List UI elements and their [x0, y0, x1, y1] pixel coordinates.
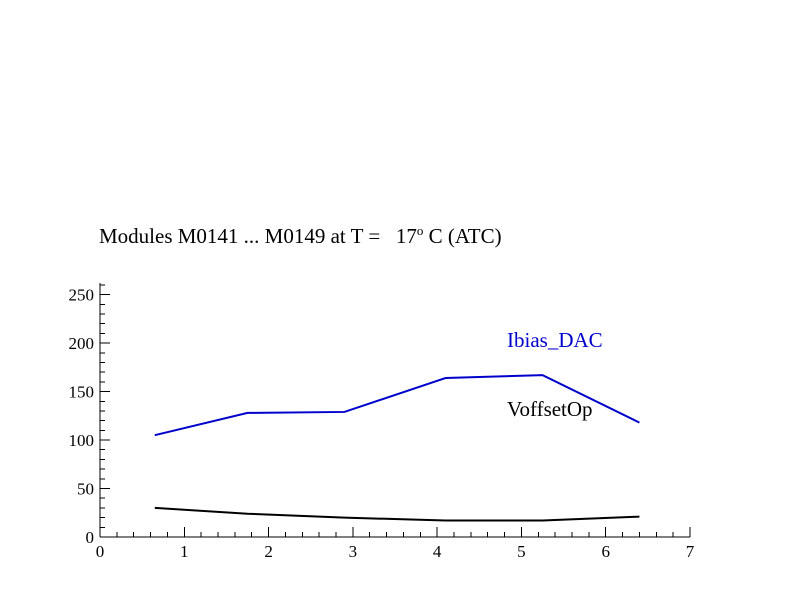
- series-line-ibias_dac: [154, 374, 640, 437]
- x-tick-label: 0: [96, 542, 105, 561]
- legend: Ibias_DAC VoffsetOp: [507, 283, 603, 467]
- chart-title-main: Modules M0141 ... M0149 at T = 17: [99, 224, 417, 248]
- x-tick-label: 4: [433, 542, 442, 561]
- y-tick-label: 0: [86, 528, 95, 547]
- y-tick-label: 50: [77, 480, 94, 499]
- y-tick-label: 100: [69, 431, 95, 450]
- series-line-voffsetop: [154, 506, 640, 522]
- x-tick-label: 1: [180, 542, 189, 561]
- x-tick-label: 5: [517, 542, 526, 561]
- y-tick-label: 250: [69, 286, 95, 305]
- legend-item-ibias-dac: Ibias_DAC: [507, 328, 603, 352]
- x-tick-label: 6: [601, 542, 610, 561]
- x-tick-label: 3: [349, 542, 358, 561]
- x-tick-label: 2: [264, 542, 273, 561]
- chart-title-superscript: o: [416, 223, 424, 238]
- x-tick-label: 7: [686, 542, 695, 561]
- y-tick-label: 200: [69, 334, 95, 353]
- y-tick-label: 150: [69, 383, 95, 402]
- chart-title-suffix: C (ATC): [423, 224, 502, 248]
- legend-item-voffsetop: VoffsetOp: [507, 397, 593, 421]
- chart-title: Modules M0141 ... M0149 at T = 17o C (AT…: [99, 223, 502, 249]
